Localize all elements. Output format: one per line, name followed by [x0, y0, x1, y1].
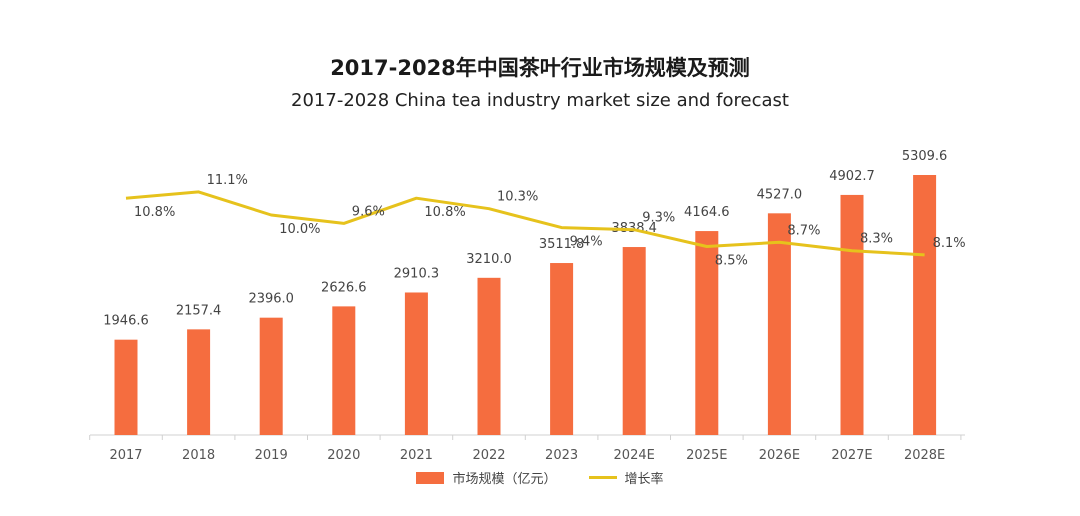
bar-value-label: 3210.0 — [466, 252, 512, 267]
bar — [767, 213, 791, 435]
bar — [404, 292, 428, 435]
line-value-label: 8.1% — [933, 236, 966, 251]
bar-value-label: 2626.6 — [321, 280, 367, 295]
legend-item-bar: 市场规模（亿元） — [416, 468, 557, 487]
growth-line — [125, 190, 925, 257]
x-tick-label: 2019 — [255, 448, 288, 463]
bar-value-label: 2157.4 — [176, 303, 222, 318]
x-tick-label: 2022 — [472, 448, 505, 463]
x-tick-label: 2018 — [182, 448, 215, 463]
legend-label-bar: 市场规模（亿元） — [452, 472, 557, 487]
bar-value-label: 3511.8 — [539, 237, 585, 252]
bar — [187, 329, 211, 435]
bar-value-label: 4902.7 — [829, 169, 875, 184]
chart-title: 2017-2028年中国茶叶行业市场规模及预测 — [330, 56, 750, 80]
legend-item-line: 增长率 — [588, 468, 664, 487]
x-tick-label: 2017 — [109, 448, 142, 463]
bar — [840, 194, 864, 435]
x-tick-label: 2025E — [686, 448, 727, 463]
x-tick-label: 2020 — [327, 448, 360, 463]
line-value-label: 11.1% — [207, 173, 248, 188]
line-value-label: 8.5% — [715, 254, 748, 269]
line-value-label: 8.3% — [860, 232, 893, 247]
x-tick-label: 2023 — [545, 448, 578, 463]
line-value-label: 9.4% — [570, 235, 603, 250]
bar — [332, 306, 356, 435]
legend: 市场规模（亿元） 增长率 — [0, 468, 1080, 487]
bar — [477, 277, 501, 435]
bar-value-label: 2910.3 — [394, 266, 440, 281]
x-tick-label: 2027E — [831, 448, 872, 463]
line-value-label: 8.7% — [787, 223, 820, 238]
chart-subtitle: 2017-2028 China tea industry market size… — [291, 90, 789, 111]
x-tick-label: 2021 — [400, 448, 433, 463]
bar-value-label: 1946.6 — [103, 314, 149, 329]
legend-label-line: 增长率 — [624, 472, 664, 487]
line-value-label: 9.3% — [642, 211, 675, 226]
bar-value-label: 4527.0 — [757, 187, 803, 202]
line-value-label: 10.0% — [279, 222, 320, 237]
x-tick-label: 2024E — [614, 448, 655, 463]
x-tick-label: 2026E — [759, 448, 800, 463]
bar-value-label: 5309.6 — [902, 149, 948, 164]
line-value-label: 9.6% — [352, 204, 385, 219]
bar — [622, 247, 646, 435]
bar — [695, 231, 719, 435]
legend-swatch-line — [588, 476, 617, 479]
bar — [114, 339, 138, 435]
bar — [259, 317, 283, 435]
line-value-label: 10.3% — [497, 190, 538, 205]
bar-value-label: 2396.0 — [248, 292, 294, 307]
x-tick-label: 2028E — [904, 448, 945, 463]
bar — [913, 175, 937, 435]
legend-swatch-bar — [416, 471, 445, 484]
bar — [550, 263, 574, 435]
line-value-label: 10.8% — [424, 205, 465, 220]
line-value-label: 10.8% — [134, 205, 175, 220]
bar-value-label: 4164.6 — [684, 205, 730, 220]
